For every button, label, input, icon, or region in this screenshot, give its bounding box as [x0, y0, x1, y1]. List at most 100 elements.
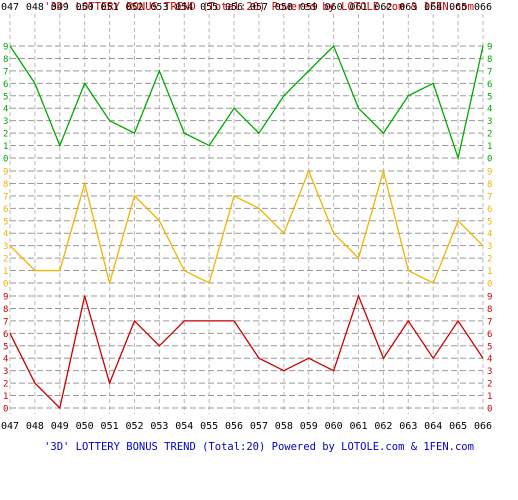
y-tick-left-9: 9 [3, 43, 8, 53]
x-tick-bottom-059: 059 [300, 421, 318, 432]
y-tick-left-0: 0 [3, 280, 8, 290]
y-tick-right-4: 4 [487, 230, 492, 240]
x-tick-top-056: 056 [225, 2, 243, 13]
y-tick-left-2: 2 [3, 130, 8, 140]
x-tick-bottom-062: 062 [374, 421, 392, 432]
x-tick-bottom-053: 053 [150, 421, 168, 432]
y-tick-right-9: 9 [487, 293, 492, 303]
x-tick-bottom-060: 060 [325, 421, 343, 432]
series-line-3 [9, 294, 484, 410]
x-tick-bottom-065: 065 [449, 421, 467, 432]
x-tick-bottom-049: 049 [51, 421, 69, 432]
series-line-2 [9, 168, 484, 286]
y-tick-right-6: 6 [487, 80, 492, 90]
y-tick-right-6: 6 [487, 330, 492, 340]
y-tick-left-1: 1 [3, 267, 8, 277]
x-tick-bottom-055: 055 [200, 421, 218, 432]
y-tick-left-4: 4 [3, 355, 8, 365]
x-tick-top-059: 059 [300, 2, 318, 13]
x-tick-top-060: 060 [325, 2, 343, 13]
y-tick-left-1: 1 [3, 142, 8, 152]
y-tick-right-2: 2 [487, 130, 492, 140]
y-tick-right-1: 1 [487, 142, 492, 152]
x-tick-bottom-064: 064 [424, 421, 442, 432]
y-tick-right-9: 9 [487, 43, 492, 53]
y-tick-right-3: 3 [487, 242, 492, 252]
y-tick-left-4: 4 [3, 105, 8, 115]
y-tick-right-9: 9 [487, 168, 492, 178]
series-lines [9, 44, 484, 410]
y-tick-left-2: 2 [3, 380, 8, 390]
y-tick-left-3: 3 [3, 117, 8, 127]
x-tick-bottom-052: 052 [125, 421, 143, 432]
y-tick-left-3: 3 [3, 242, 8, 252]
y-tick-right-7: 7 [487, 67, 492, 77]
y-tick-left-9: 9 [3, 168, 8, 178]
y-tick-left-2: 2 [3, 255, 8, 265]
x-tick-bottom-056: 056 [225, 421, 243, 432]
y-tick-right-6: 6 [487, 205, 492, 215]
chart-title-bottom: '3D' LOTTERY BONUS TREND (Total:20) Powe… [44, 441, 474, 453]
x-tick-top-066: 066 [474, 2, 492, 13]
y-tick-left-6: 6 [3, 205, 8, 215]
y-tick-left-0: 0 [3, 155, 8, 165]
x-tick-top-055: 055 [200, 2, 218, 13]
chart-title-top: '3D' LOTTERY BONUS TREND (Total:20) Powe… [44, 1, 474, 13]
y-tick-left-7: 7 [3, 67, 8, 77]
y-tick-right-0: 0 [487, 155, 492, 165]
y-tick-right-3: 3 [487, 117, 492, 127]
y-tick-right-7: 7 [487, 192, 492, 202]
x-tick-top-061: 061 [349, 2, 367, 13]
y-tick-left-1: 1 [3, 392, 8, 402]
y-tick-right-2: 2 [487, 255, 492, 265]
y-tick-left-8: 8 [3, 180, 8, 190]
y-tick-left-6: 6 [3, 330, 8, 340]
y-tick-left-0: 0 [3, 405, 8, 415]
y-tick-right-7: 7 [487, 317, 492, 327]
x-tick-bottom-066: 066 [474, 421, 492, 432]
y-tick-left-5: 5 [3, 92, 8, 102]
x-tick-bottom-061: 061 [349, 421, 367, 432]
x-tick-bottom-054: 054 [175, 421, 193, 432]
y-tick-left-6: 6 [3, 80, 8, 90]
series-line-1 [9, 44, 484, 161]
x-tick-bottom-057: 057 [250, 421, 268, 432]
x-tick-top-054: 054 [175, 2, 193, 13]
y-tick-left-7: 7 [3, 192, 8, 202]
x-tick-bottom-051: 051 [101, 421, 119, 432]
y-tick-left-4: 4 [3, 230, 8, 240]
y-tick-right-0: 0 [487, 405, 492, 415]
x-tick-bottom-047: 047 [1, 421, 19, 432]
x-tick-top-064: 064 [424, 2, 442, 13]
y-tick-left-8: 8 [3, 55, 8, 65]
y-tick-right-5: 5 [487, 217, 492, 227]
y-tick-right-4: 4 [487, 105, 492, 115]
y-tick-right-8: 8 [487, 180, 492, 190]
x-tick-top-047: 047 [1, 2, 19, 13]
y-tick-right-3: 3 [487, 367, 492, 377]
x-tick-top-057: 057 [250, 2, 268, 13]
y-tick-left-3: 3 [3, 367, 8, 377]
y-tick-right-0: 0 [487, 280, 492, 290]
y-tick-left-8: 8 [3, 305, 8, 315]
y-tick-right-4: 4 [487, 355, 492, 365]
y-tick-left-5: 5 [3, 342, 8, 352]
x-tick-bottom-048: 048 [26, 421, 44, 432]
y-tick-right-5: 5 [487, 92, 492, 102]
x-tick-labels: 0470470480480490490500500510510520520530… [1, 2, 492, 432]
x-tick-top-048: 048 [26, 2, 44, 13]
x-tick-bottom-050: 050 [76, 421, 94, 432]
x-tick-bottom-063: 063 [399, 421, 417, 432]
x-tick-top-049: 049 [51, 2, 69, 13]
y-tick-left-7: 7 [3, 317, 8, 327]
x-tick-top-058: 058 [275, 2, 293, 13]
grid-lines [9, 14, 484, 414]
x-tick-top-062: 062 [374, 2, 392, 13]
y-tick-left-9: 9 [3, 293, 8, 303]
x-tick-top-065: 065 [449, 2, 467, 13]
x-tick-top-051: 051 [101, 2, 119, 13]
y-tick-right-5: 5 [487, 342, 492, 352]
x-tick-top-063: 063 [399, 2, 417, 13]
x-tick-top-053: 053 [150, 2, 168, 13]
